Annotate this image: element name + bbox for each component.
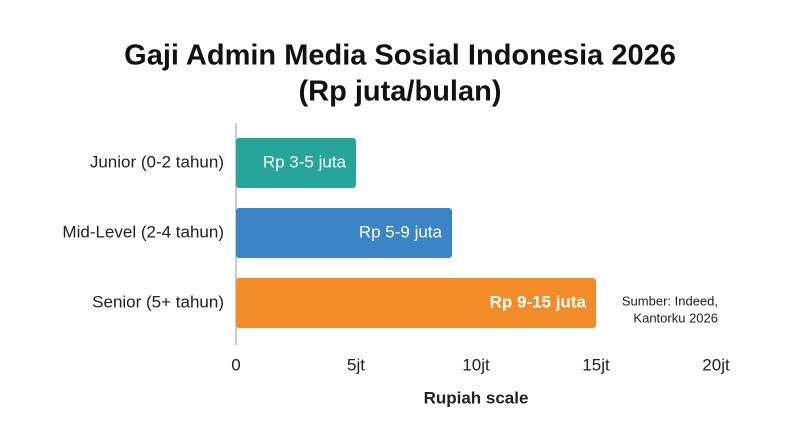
- chart-title: Gaji Admin Media Sosial Indonesia 2026: [124, 40, 676, 72]
- bar: [236, 138, 356, 188]
- x-tick-label: 20jt: [702, 355, 730, 374]
- chart-title: (Rp juta/bulan): [299, 76, 502, 108]
- y-tick-label: Senior (5+ tahun): [92, 292, 224, 311]
- annotation: Kantorku 2026: [633, 310, 718, 325]
- data-label: Rp 5-9 juta: [359, 222, 443, 241]
- annotation: Sumber: Indeed,: [622, 293, 718, 308]
- data-label: Rp 3-5 juta: [263, 152, 347, 171]
- x-axis-label: Rupiah scale: [424, 388, 529, 407]
- x-tick-label: 10jt: [462, 355, 490, 374]
- bar: [236, 208, 452, 258]
- y-tick-label: Mid-Level (2-4 tahun): [62, 222, 224, 241]
- data-label: Rp 9-15 juta: [490, 292, 587, 311]
- x-tick-label: 5jt: [347, 355, 365, 374]
- y-tick-label: Junior (0-2 tahun): [90, 152, 224, 171]
- bar: [236, 278, 596, 328]
- x-tick-label: 15jt: [582, 355, 610, 374]
- x-tick-label: 0: [231, 355, 240, 374]
